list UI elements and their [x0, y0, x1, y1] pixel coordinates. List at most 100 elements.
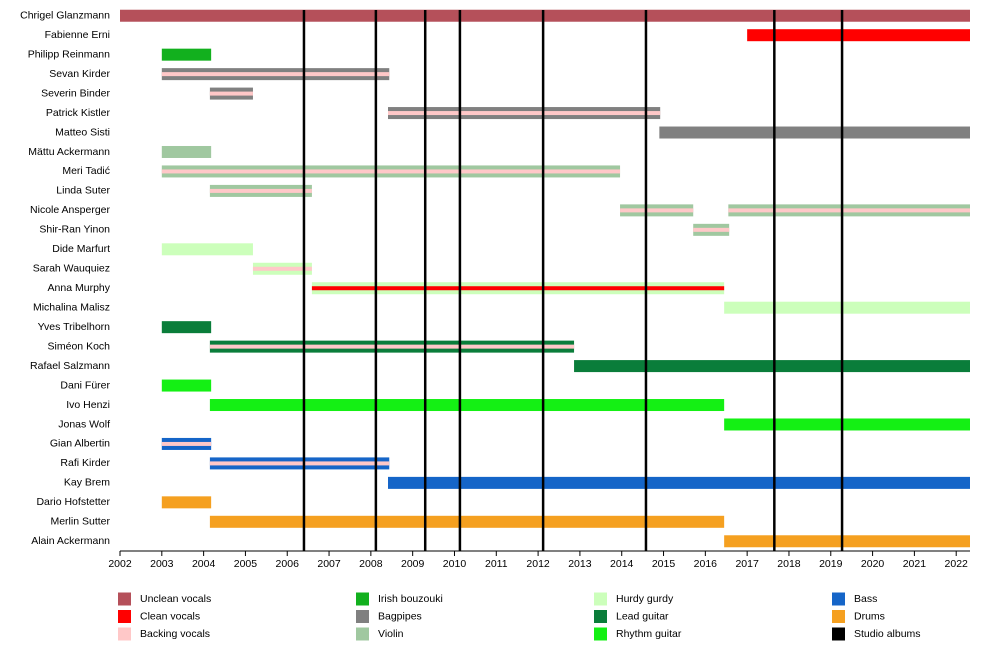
- legend-swatch: [356, 592, 369, 606]
- member-bar: [724, 301, 970, 314]
- x-tick-label: 2003: [150, 558, 174, 570]
- x-tick-label: 2022: [945, 558, 969, 570]
- x-tick-label: 2011: [485, 558, 508, 570]
- legend-label: Irish bouzouki: [378, 593, 443, 605]
- x-tick-label: 2013: [568, 558, 592, 570]
- legend-swatch: [594, 592, 607, 606]
- member-name: Dide Marfurt: [52, 243, 110, 255]
- legend-label: Hurdy gurdy: [616, 593, 674, 605]
- member-name: Shir-Ran Yinon: [39, 224, 110, 236]
- member-bar: [161, 379, 212, 392]
- legend-swatch: [118, 627, 131, 641]
- member-name: Siméon Koch: [48, 340, 111, 352]
- legend-label: Backing vocals: [140, 628, 210, 640]
- legend-label: Clean vocals: [140, 610, 200, 622]
- legend-label: Studio albums: [854, 628, 921, 640]
- legend-label: Unclean vocals: [140, 593, 211, 605]
- legend-swatch: [118, 610, 131, 623]
- x-tick-label: 2021: [903, 558, 927, 570]
- legend-swatch: [356, 627, 369, 641]
- member-name: Sarah Wauquiez: [33, 263, 110, 275]
- legend-swatch: [832, 592, 845, 606]
- member-name: Meri Tadić: [62, 165, 110, 177]
- member-name: Yves Tribelhorn: [38, 321, 111, 333]
- x-tick-label: 2019: [819, 558, 843, 570]
- legend-label: Bass: [854, 593, 877, 605]
- member-name: Dario Hofstetter: [36, 496, 110, 508]
- legend-swatch: [594, 610, 607, 623]
- member-bar: [161, 48, 212, 61]
- member-bar: [120, 9, 970, 22]
- x-tick-label: 2017: [735, 558, 759, 570]
- member-name: Merlin Sutter: [50, 516, 110, 528]
- member-name: Fabienne Erni: [45, 29, 110, 41]
- x-tick-label: 2020: [861, 558, 885, 570]
- member-name: Rafael Salzmann: [30, 360, 110, 372]
- member-name: Ivo Henzi: [66, 399, 110, 411]
- member-bar: [574, 360, 970, 373]
- member-bar: [161, 243, 253, 256]
- member-name: Matteo Sisti: [55, 126, 110, 138]
- member-bar-stripe: [728, 208, 970, 213]
- x-tick-label: 2015: [652, 558, 676, 570]
- legend-swatch: [118, 592, 131, 606]
- member-bar-stripe: [620, 208, 694, 213]
- member-bar-stripe: [693, 227, 730, 232]
- member-bar: [161, 321, 212, 334]
- x-tick-label: 2004: [192, 558, 216, 570]
- member-bar-stripe: [209, 344, 575, 349]
- member-name: Chrigel Glanzmann: [20, 10, 110, 22]
- member-name: Patrick Kistler: [46, 107, 111, 119]
- member-name: Gian Albertin: [50, 438, 110, 450]
- member-bar-stripe: [388, 111, 661, 116]
- member-name: Philipp Reinmann: [28, 48, 110, 60]
- x-tick-label: 2005: [234, 558, 258, 570]
- member-bar: [209, 399, 725, 412]
- member-bar-stripe: [209, 188, 312, 193]
- legend-label: Drums: [854, 610, 885, 622]
- legend-label: Rhythm guitar: [616, 628, 682, 640]
- member-bar-stripe: [209, 461, 390, 466]
- member-name: Anna Murphy: [48, 282, 111, 294]
- member-bar: [724, 418, 970, 431]
- member-bar-stripe: [161, 441, 212, 446]
- member-name: Mättu Ackermann: [28, 146, 110, 158]
- member-bar-stripe: [252, 266, 312, 271]
- member-bar: [659, 126, 970, 139]
- member-name: Nicole Ansperger: [30, 204, 110, 216]
- member-name: Kay Brem: [64, 477, 110, 489]
- member-bar: [724, 535, 970, 548]
- legend-swatch: [832, 610, 845, 623]
- member-name: Sevan Kirder: [49, 68, 110, 80]
- member-bar-stripe: [161, 169, 621, 174]
- member-bar-stripe: [209, 91, 253, 96]
- legend-label: Lead guitar: [616, 610, 669, 622]
- legend-label: Bagpipes: [378, 610, 422, 622]
- member-bar-stripe: [161, 72, 390, 77]
- x-tick-label: 2012: [526, 558, 550, 570]
- member-bar: [388, 476, 971, 489]
- member-bar-stripe: [311, 286, 725, 291]
- x-tick-label: 2014: [610, 558, 634, 570]
- x-tick-label: 2007: [317, 558, 341, 570]
- x-tick-label: 2009: [401, 558, 425, 570]
- member-bar: [161, 145, 212, 158]
- member-name: Alain Ackermann: [31, 535, 110, 547]
- member-bar: [747, 29, 970, 42]
- member-name: Dani Fürer: [60, 379, 110, 391]
- legend-swatch: [594, 627, 607, 641]
- member-name: Linda Suter: [56, 185, 110, 197]
- member-name: Rafi Kirder: [60, 457, 110, 469]
- legend-swatch: [356, 610, 369, 623]
- x-tick-label: 2006: [276, 558, 300, 570]
- member-bar: [161, 496, 212, 509]
- x-tick-label: 2010: [443, 558, 467, 570]
- x-tick-label: 2018: [777, 558, 801, 570]
- member-bar: [209, 515, 725, 528]
- x-tick-label: 2016: [694, 558, 718, 570]
- x-tick-label: 2008: [359, 558, 383, 570]
- member-name: Michalina Malisz: [33, 301, 110, 313]
- member-name: Severin Binder: [41, 87, 110, 99]
- x-tick-label: 2002: [108, 558, 132, 570]
